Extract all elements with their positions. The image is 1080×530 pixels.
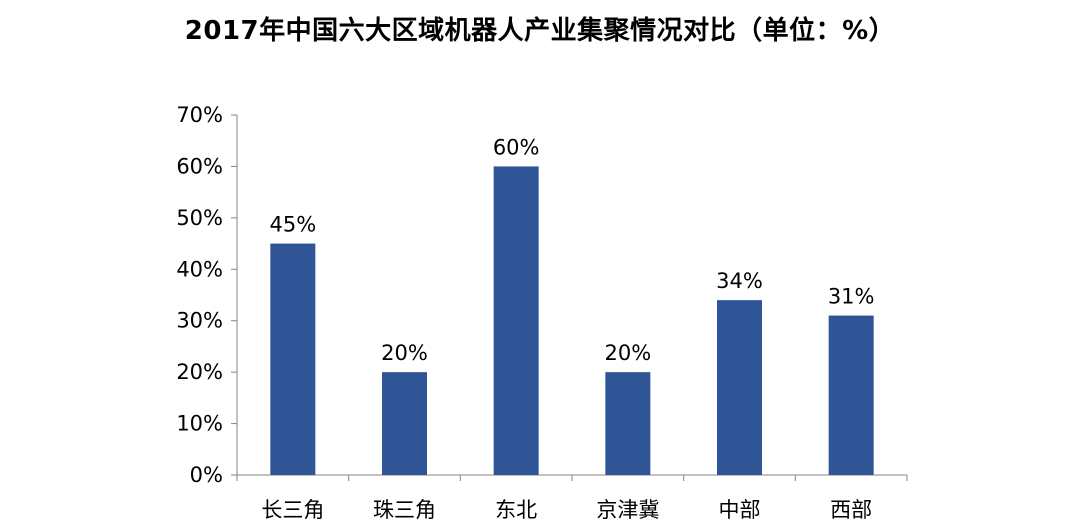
y-tick-label: 70% xyxy=(176,103,223,127)
y-tick-label: 10% xyxy=(176,412,223,436)
y-tick-label: 60% xyxy=(176,154,223,178)
y-tick-label: 20% xyxy=(176,360,223,384)
y-tick-label: 40% xyxy=(176,257,223,281)
bar-2 xyxy=(382,372,427,475)
data-label: 31% xyxy=(828,285,875,309)
y-tick-label: 30% xyxy=(176,309,223,333)
bar-4 xyxy=(605,372,651,475)
chart-title: 2017年中国六大区域机器人产业集聚情况对比（单位：%） xyxy=(184,16,896,46)
bar-6 xyxy=(828,315,874,475)
x-category-label: 京津冀 xyxy=(596,498,659,522)
x-category-label: 珠三角 xyxy=(373,498,436,522)
y-tick-label: 50% xyxy=(176,206,223,230)
bar-1 xyxy=(270,243,316,475)
x-category-label: 东北 xyxy=(495,498,537,522)
x-category-label: 长三角 xyxy=(261,498,324,522)
x-category-label: 西部 xyxy=(830,498,872,522)
y-tick-label: 0% xyxy=(190,463,223,487)
data-label: 45% xyxy=(269,213,316,237)
bar-5 xyxy=(717,300,762,475)
data-label: 34% xyxy=(716,269,763,293)
data-label: 20% xyxy=(381,341,428,365)
data-label: 20% xyxy=(604,341,651,365)
bar-3 xyxy=(493,166,539,475)
x-category-label: 中部 xyxy=(719,498,761,522)
data-label: 60% xyxy=(493,135,540,159)
